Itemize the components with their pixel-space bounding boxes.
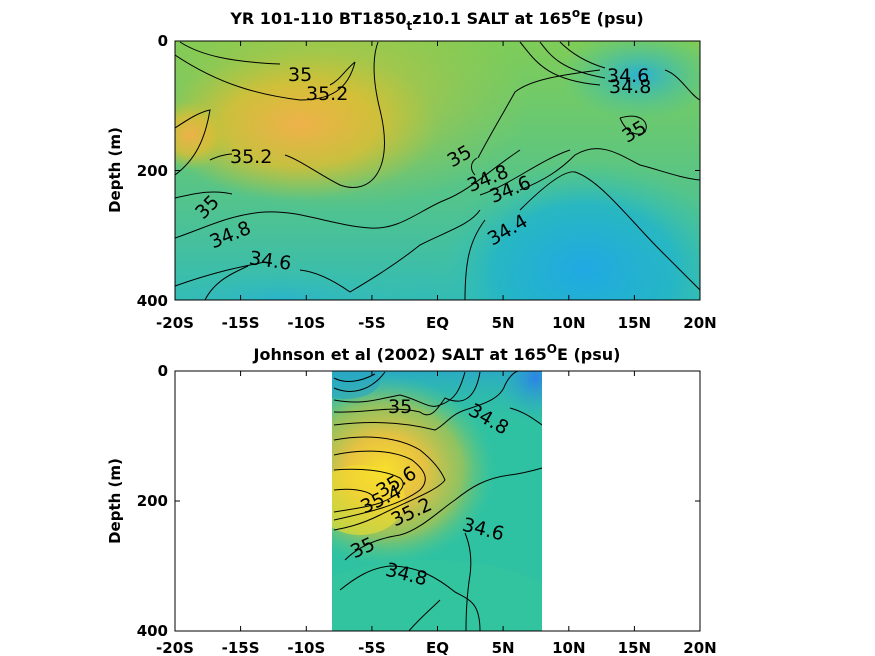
y-tick-label: 0 (158, 32, 168, 50)
contour-label: 35.2 (306, 83, 348, 105)
x-tick-label: 20N (683, 314, 716, 332)
top-tick-marks (175, 41, 700, 300)
bottom-chart-title: Johnson et al (2002) SALT at 165OE (psu) (253, 342, 621, 364)
bottom-chart: Johnson et al (2002) SALT at 165OE (psu) (106, 342, 717, 656)
y-tick-label: 200 (137, 492, 168, 510)
y-tick-label: 200 (137, 162, 168, 180)
x-tick-label: 15N (618, 639, 651, 656)
contour-label: 34.6 (607, 65, 649, 87)
y-tick-label: 400 (137, 622, 168, 640)
y-tick-label: 0 (158, 362, 168, 380)
contour-label: 35 (388, 396, 412, 418)
x-tick-label: EQ (426, 639, 449, 656)
top-field (175, 41, 700, 300)
top-contours (175, 41, 700, 300)
y-tick-label: 400 (137, 292, 168, 310)
bottom-x-ticks: -20S -15S -10S -5S EQ 5N 10N 15N 20N (156, 639, 717, 656)
x-tick-label: -5S (358, 314, 385, 332)
bottom-contours (333, 371, 542, 631)
x-tick-label: 15N (618, 314, 651, 332)
x-tick-label: 5N (492, 639, 515, 656)
x-tick-label: 5N (492, 314, 515, 332)
x-tick-label: 10N (552, 314, 585, 332)
x-tick-label: 10N (552, 639, 585, 656)
x-tick-label: -20S (156, 314, 194, 332)
x-tick-label: -15S (222, 639, 260, 656)
x-tick-label: -20S (156, 639, 194, 656)
bottom-y-axis-label: Depth (m) (106, 458, 124, 544)
top-y-axis-label: Depth (m) (106, 127, 124, 213)
top-chart: YR 101-110 BT1850tz10.1 SALT at 165oE (p… (106, 6, 717, 332)
contour-label: 35.2 (230, 146, 272, 168)
bottom-tick-marks (175, 371, 700, 631)
bottom-y-ticks: 0 200 400 (137, 362, 168, 640)
contour-label: 34.8 (609, 76, 651, 98)
top-x-ticks: -20S -15S -10S -5S EQ 5N 10N 15N 20N (156, 314, 717, 332)
x-tick-label: -5S (358, 639, 385, 656)
x-tick-label: -10S (287, 314, 325, 332)
top-chart-title: YR 101-110 BT1850tz10.1 SALT at 165oE (p… (229, 6, 643, 33)
top-y-ticks: 0 200 400 (137, 32, 168, 310)
contour-label: 35 (288, 64, 312, 86)
x-tick-label: -15S (222, 314, 260, 332)
x-tick-label: 20N (683, 639, 716, 656)
x-tick-label: EQ (426, 314, 449, 332)
x-tick-label: -10S (287, 639, 325, 656)
